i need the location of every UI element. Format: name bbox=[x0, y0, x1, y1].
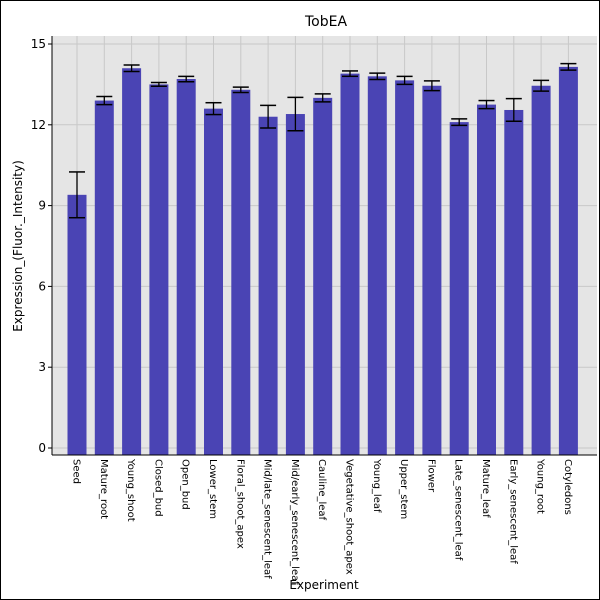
bar bbox=[176, 79, 196, 455]
bar bbox=[531, 85, 551, 455]
x-category-label: Lower_stem bbox=[207, 459, 218, 519]
y-axis-ticks: 0 3 6 9 12 15 bbox=[31, 37, 52, 455]
y-tick-label: 0 bbox=[38, 441, 46, 455]
x-category-label: Late_senescent_leaf bbox=[453, 459, 464, 561]
x-category-label: Mid/early_senescent_leaf bbox=[289, 459, 300, 585]
bar bbox=[285, 114, 305, 455]
bar bbox=[558, 66, 578, 455]
x-category-label: Young_leaf bbox=[371, 458, 382, 513]
bar bbox=[504, 109, 524, 455]
chart-title: TobEA bbox=[304, 14, 347, 30]
x-category-label: Upper_stem bbox=[398, 459, 409, 519]
bar bbox=[367, 76, 387, 455]
x-axis-title: Experiment bbox=[289, 578, 359, 592]
error-bars bbox=[69, 62, 577, 219]
x-category-label: Closed_bud bbox=[152, 459, 163, 517]
x-category-label: Seed bbox=[71, 459, 82, 484]
bar bbox=[477, 104, 496, 455]
x-category-label: Young_root bbox=[535, 458, 546, 514]
bar bbox=[258, 116, 278, 455]
x-axis-labels: Seed Mature_root Young_shoot Closed_bud Open… bbox=[71, 458, 573, 585]
y-tick-label: 9 bbox=[38, 199, 46, 213]
x-category-label: Mature_root bbox=[98, 459, 109, 519]
x-category-label: Floral_shoot_apex bbox=[234, 459, 245, 549]
bar bbox=[313, 97, 333, 455]
bar bbox=[149, 84, 169, 456]
x-category-label: Early_senescent_leaf bbox=[507, 459, 518, 564]
x-category-label: Mid/late_senescent_leaf bbox=[262, 459, 273, 579]
x-category-label: Flower bbox=[425, 459, 436, 493]
bar bbox=[231, 89, 251, 455]
bar bbox=[122, 68, 142, 456]
x-category-label: Open_bud bbox=[180, 459, 191, 510]
x-category-label: Cotyledons bbox=[562, 459, 573, 515]
bar bbox=[422, 85, 442, 455]
x-category-label: Mature_leaf bbox=[480, 459, 491, 518]
y-tick-label: 15 bbox=[31, 37, 46, 51]
y-tick-label: 6 bbox=[38, 279, 46, 293]
y-tick-label: 12 bbox=[31, 118, 46, 132]
bar bbox=[449, 122, 469, 456]
x-category-label: Cauline_leaf bbox=[316, 459, 327, 521]
y-axis-title: Expression_(Fluor._Intensity) bbox=[11, 160, 25, 332]
bar bbox=[204, 108, 223, 455]
x-category-label: Vegetative_shoot_apex bbox=[344, 459, 355, 575]
bar bbox=[340, 73, 360, 456]
x-category-label: Young_shoot bbox=[125, 458, 136, 522]
bar bbox=[94, 100, 114, 455]
bar bbox=[67, 194, 87, 455]
bar bbox=[395, 80, 415, 456]
y-tick-label: 3 bbox=[38, 360, 46, 374]
bars bbox=[67, 66, 578, 456]
